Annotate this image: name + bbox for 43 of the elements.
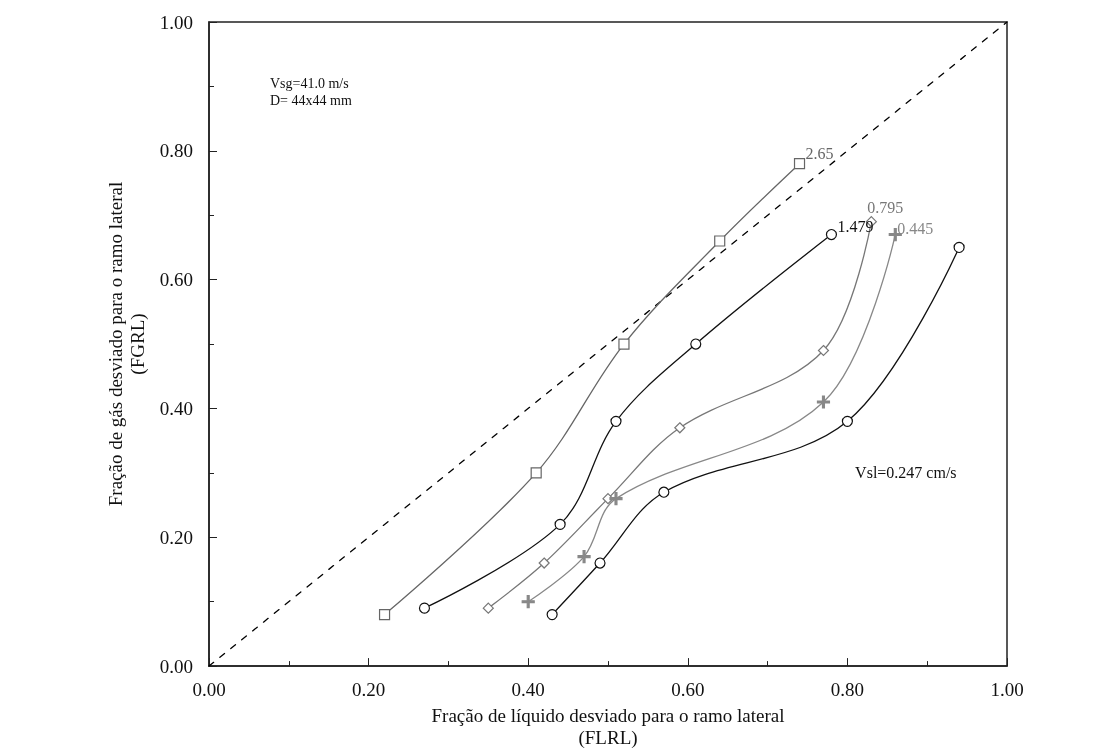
- point: [546, 608, 558, 621]
- point: [521, 595, 535, 609]
- x-tick-label: 1.00: [990, 679, 1024, 701]
- annotation: Vsg=41.0 m/s D= 44x44 mm: [270, 76, 352, 108]
- y-axis-title: Fração de gás desviado para o ramo lateral (FGRL): [105, 181, 150, 507]
- y-tick-label: 0.40: [159, 397, 193, 419]
- x-tick-label: 0.20: [351, 679, 386, 701]
- point: [577, 550, 591, 564]
- y-tick-label: 1.00: [159, 11, 193, 33]
- x-tick-label: 0.00: [192, 679, 226, 701]
- y-tick-label: 0.20: [159, 526, 193, 548]
- point: [690, 338, 702, 350]
- y-tick-label: 0.60: [159, 269, 193, 291]
- series-label: 2.65: [805, 145, 834, 163]
- point: [554, 518, 566, 530]
- y-tick-label: 0.00: [159, 655, 193, 677]
- x-axis-title: Fração de líquido desviado para o ramo lateral (FLRL): [431, 704, 785, 749]
- point: [658, 486, 670, 498]
- series-label: 0.795: [867, 199, 904, 217]
- x-tick-label: 0.40: [511, 679, 545, 701]
- point: [841, 415, 853, 427]
- point: [418, 602, 431, 614]
- point: [953, 241, 965, 254]
- series-label: 0.445: [897, 220, 934, 238]
- point: [825, 228, 838, 241]
- point: [674, 422, 686, 434]
- point: [538, 557, 550, 569]
- point: [714, 235, 726, 247]
- point: [482, 602, 494, 614]
- point: [594, 557, 606, 569]
- y-tick-label: 0.80: [159, 140, 193, 162]
- point: [816, 395, 831, 409]
- point: [609, 492, 623, 506]
- point: [530, 467, 542, 479]
- point: [817, 344, 830, 357]
- point: [793, 158, 806, 170]
- series-label: 1.479: [837, 218, 874, 236]
- point: [378, 608, 391, 621]
- text: Vsl=0.247 cm/s: [855, 463, 957, 481]
- point: [618, 338, 630, 350]
- point: [610, 415, 622, 427]
- x-tick-label: 0.80: [830, 679, 865, 701]
- x-tick-label: 0.60: [671, 679, 705, 701]
